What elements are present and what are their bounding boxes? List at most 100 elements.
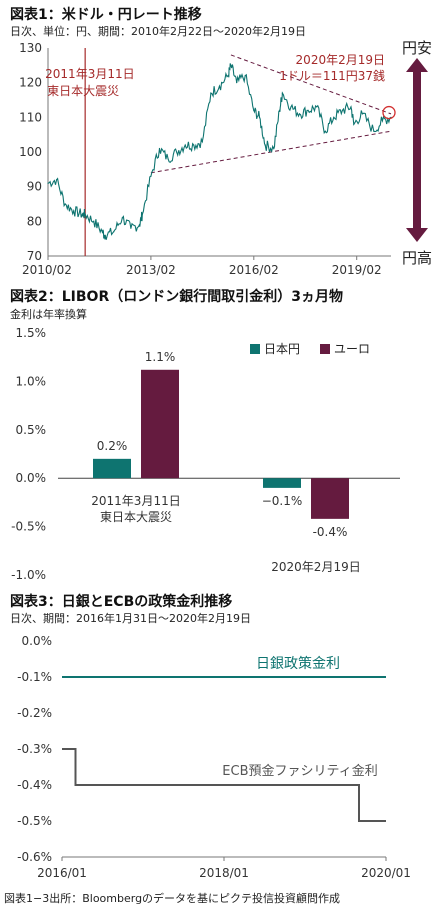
category-label: 東日本大震災 [100, 510, 172, 524]
usdjpy-data-point [141, 213, 143, 215]
y-tick-label: -0.6% [17, 850, 52, 864]
trend-line [230, 54, 392, 115]
x-tick-label: 2020/01 [361, 866, 411, 880]
usdjpy-data-point [84, 213, 86, 215]
usdjpy-series-line [47, 63, 392, 240]
y-tick-label: 0.5% [16, 423, 47, 437]
chart1-title: 図表1：米ドル・円レート推移 [10, 7, 202, 23]
bar-value-label: 1.1% [145, 350, 176, 364]
usdjpy-data-point [253, 109, 255, 111]
x-tick-label: 2018/01 [199, 866, 249, 880]
latest-rate-circle [382, 105, 396, 120]
usdjpy-data-point [324, 130, 326, 132]
ecb-series-label: ECB預金ファシリティ金利 [222, 763, 377, 779]
y-tick-label: 110 [19, 110, 42, 124]
usdjpy-data-point [176, 151, 178, 153]
usdjpy-data-point [201, 141, 203, 143]
usdjpy-data-point [47, 182, 49, 184]
y-tick-label: 1.0% [16, 374, 47, 388]
y-tick-label: 120 [19, 76, 42, 90]
usdjpy-data-point [64, 203, 66, 205]
usdjpy-data-point [130, 227, 132, 229]
bar-jpy [93, 458, 131, 479]
chart1-subtitle: 日次、単位：円、期間：2010年2月22日〜2020年2月19日 [10, 25, 306, 38]
x-tick-label: 2013/02 [126, 263, 176, 277]
usdjpy-data-point [264, 144, 266, 146]
y-tick-label: -0.2% [17, 706, 52, 720]
usdjpy-data-point [167, 158, 169, 160]
yen-weak-label: 円安 [402, 39, 432, 57]
boj-series-label: 日銀政策金利 [256, 655, 340, 672]
usdjpy-data-point [218, 85, 221, 87]
usdjpy-data-point [316, 106, 318, 108]
usdjpy-data-point [150, 175, 152, 177]
y-tick-label: -0.5% [11, 520, 46, 534]
legend-label: 日本円 [264, 342, 300, 356]
category-label: 2011年3月11日 [91, 494, 180, 508]
usdjpy-data-point [307, 109, 309, 111]
event-date-label: 2011年3月11日 [45, 67, 134, 81]
legend-swatch [320, 344, 330, 354]
arrow-down-head [406, 228, 428, 242]
usdjpy-data-point [193, 144, 195, 146]
usdjpy-data-point [278, 109, 281, 111]
usdjpy-data-point [210, 92, 212, 94]
bar-jpy [263, 478, 301, 488]
usdjpy-data-point [273, 147, 275, 150]
yen-strong-label: 円高 [402, 249, 432, 267]
category-label: 2020年2月19日 [271, 560, 360, 574]
usdjpy-data-point [158, 147, 161, 150]
y-tick-label: 0.0% [22, 634, 53, 648]
bar-value-label: −0.1% [262, 494, 303, 508]
usdjpy-data-point [73, 210, 75, 212]
y-tick-label: 90 [27, 180, 42, 194]
chart2-title: 図表2：LIBOR（ロンドン銀行間取引金利）3ヵ月物 [10, 289, 343, 305]
y-tick-label: 70 [27, 249, 42, 263]
usdjpy-data-point [353, 123, 355, 125]
usdjpy-data-point [93, 220, 95, 222]
legend-label: ユーロ [334, 342, 370, 356]
legend-swatch [250, 344, 260, 354]
usdjpy-data-point [55, 179, 58, 181]
usdjpy-data-point [281, 92, 283, 94]
y-tick-label: -0.3% [17, 742, 52, 756]
usdjpy-data-point [258, 116, 261, 118]
y-tick-label: 100 [19, 145, 42, 159]
usdjpy-data-point [138, 224, 141, 226]
y-tick-label: -0.5% [17, 814, 52, 828]
chart3-title: 図表3：日銀とECBの政策金利推移 [10, 594, 233, 610]
usdjpy-data-point [230, 64, 232, 66]
y-tick-label: 80 [27, 214, 42, 228]
chart2-subtitle: 金利は年率換算 [10, 308, 87, 321]
usdjpy-data-point [341, 109, 344, 111]
usdjpy-data-point [184, 144, 186, 146]
latest-date-label: 2020年2月19日 [296, 53, 385, 67]
y-tick-label: -0.1% [17, 670, 52, 684]
y-tick-label: 1.5% [16, 326, 47, 340]
usdjpy-data-point [298, 113, 301, 115]
chart1-usdjpy: 70 80 90 100 110 120 130 2010/02 2013/02 2016/02 2… [19, 39, 432, 277]
usdjpy-data-point [101, 231, 103, 233]
usdjpy-data-point [227, 75, 229, 77]
bar-value-label: 0.2% [97, 439, 128, 453]
x-tick-label: 2010/02 [22, 263, 72, 277]
usdjpy-data-point [244, 75, 246, 77]
source-footer: 図表1−3出所：Bloombergのデータを基にピクテ投信投資顧問作成 [4, 892, 341, 905]
bar-value-label: -0.4% [313, 525, 348, 539]
y-tick-label: 130 [19, 41, 42, 55]
trend-line [150, 130, 392, 174]
y-tick-label: -0.4% [17, 778, 52, 792]
y-tick-label: 0.0% [16, 471, 47, 485]
x-tick-label: 2016/01 [37, 866, 87, 880]
usdjpy-data-point [104, 234, 106, 236]
x-tick-label: 2019/02 [332, 263, 382, 277]
usdjpy-data-point [373, 130, 375, 132]
usdjpy-data-point [361, 113, 364, 115]
usdjpy-data-point [121, 217, 123, 219]
ecb-rate-line [62, 748, 386, 822]
arrow-up-head [406, 58, 428, 72]
event-name-label: 東日本大震災 [47, 84, 119, 98]
usdjpy-data-point [81, 213, 83, 215]
y-tick-label: -1.0% [11, 568, 46, 582]
